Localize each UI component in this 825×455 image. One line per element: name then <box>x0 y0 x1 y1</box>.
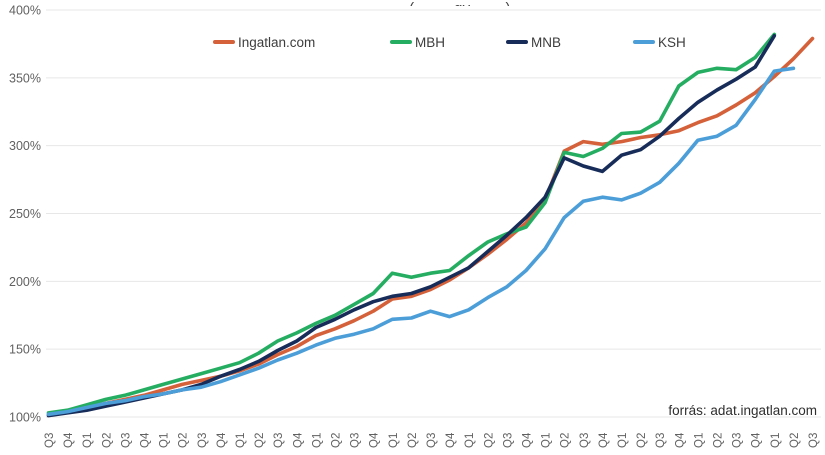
x-axis-label: Q4 <box>216 432 228 448</box>
x-axis-label: Q2 <box>178 433 190 448</box>
x-axis-label: Q1 <box>311 433 323 448</box>
series-line-ingatlan-com <box>46 36 815 417</box>
x-axis-label: Q3 <box>502 433 514 448</box>
legend-item-mnb[interactable]: MNB <box>506 31 561 53</box>
x-axis-label: Q3 <box>655 433 667 448</box>
x-axis-label: Q3 <box>273 433 285 448</box>
x-axis-label: Q2 <box>101 433 113 448</box>
x-axis-label: Q1 <box>388 433 400 448</box>
x-axis-label: Q3 <box>44 433 56 448</box>
legend-label-mnb: MNB <box>531 34 561 50</box>
y-axis-label: 100% <box>9 411 41 425</box>
x-axis-label: Q4 <box>751 432 763 448</box>
x-axis-label: Q4 <box>292 432 304 448</box>
legend-swatch-ksh-icon <box>633 39 655 45</box>
y-axis-label: 200% <box>9 275 41 289</box>
series-line-mbh <box>46 32 777 415</box>
x-axis-label: Q2 <box>636 433 648 448</box>
x-axis-label: Q2 <box>483 433 495 448</box>
x-axis-label: Q4 <box>140 432 152 448</box>
chart-legend: Ingatlan.com MBH MNB KSH <box>0 31 825 53</box>
legend-swatch-ingatlan-icon <box>213 39 235 45</box>
chart-title-fragment: (…, …gy… …) <box>409 0 511 6</box>
x-axis-label: Q1 <box>541 433 553 448</box>
chart-title-clipped: (…, …gy… …) <box>295 0 625 6</box>
y-axis-label: 350% <box>9 71 41 85</box>
x-axis-label: Q1 <box>770 433 782 448</box>
x-axis-label: Q4 <box>522 432 534 448</box>
x-axis-label: Q2 <box>560 433 572 448</box>
x-axis-label: Q4 <box>369 432 381 448</box>
source-note: forrás: adat.ingatlan.com <box>668 403 817 418</box>
x-axis-label: Q2 <box>407 433 419 448</box>
x-axis-label: Q3 <box>732 433 744 448</box>
x-axis-label: Q3 <box>808 433 820 448</box>
x-axis-label: Q3 <box>197 433 209 448</box>
legend-item-ingatlan[interactable]: Ingatlan.com <box>213 31 315 53</box>
legend-label-ksh: KSH <box>658 34 686 50</box>
x-axis-label: Q2 <box>789 433 801 448</box>
y-axis-label: 300% <box>9 139 41 153</box>
x-axis-label: Q4 <box>63 432 75 448</box>
series-line-mnb <box>46 33 777 418</box>
legend-item-mbh[interactable]: MBH <box>390 31 445 53</box>
x-axis-label: Q3 <box>120 433 132 448</box>
series-line-ksh <box>46 66 796 417</box>
x-axis-label: Q2 <box>331 433 343 448</box>
legend-swatch-mbh-icon <box>390 39 412 45</box>
x-axis-label: Q4 <box>674 432 686 448</box>
legend-label-ingatlan: Ingatlan.com <box>238 34 316 50</box>
x-axis-label: Q2 <box>254 433 266 448</box>
x-axis-label: Q1 <box>617 433 629 448</box>
legend-swatch-mnb-icon <box>506 39 528 45</box>
x-axis-label: Q2 <box>713 433 725 448</box>
x-axis-label: Q3 <box>350 433 362 448</box>
x-axis-label: Q4 <box>598 432 610 448</box>
x-axis-label: Q1 <box>159 433 171 448</box>
y-axis-label: 400% <box>9 4 41 18</box>
legend-item-ksh[interactable]: KSH <box>633 31 686 53</box>
x-axis-label: Q1 <box>464 433 476 448</box>
x-axis-label: Q1 <box>235 433 247 448</box>
x-axis-label: Q4 <box>445 432 457 448</box>
x-axis-label: Q1 <box>693 433 705 448</box>
legend-label-mbh: MBH <box>415 34 445 50</box>
x-axis-label: Q1 <box>82 433 94 448</box>
y-axis-label: 150% <box>9 343 41 357</box>
x-axis-label: Q3 <box>579 433 591 448</box>
x-axis-label: Q3 <box>426 433 438 448</box>
y-axis-label: 250% <box>9 207 41 221</box>
